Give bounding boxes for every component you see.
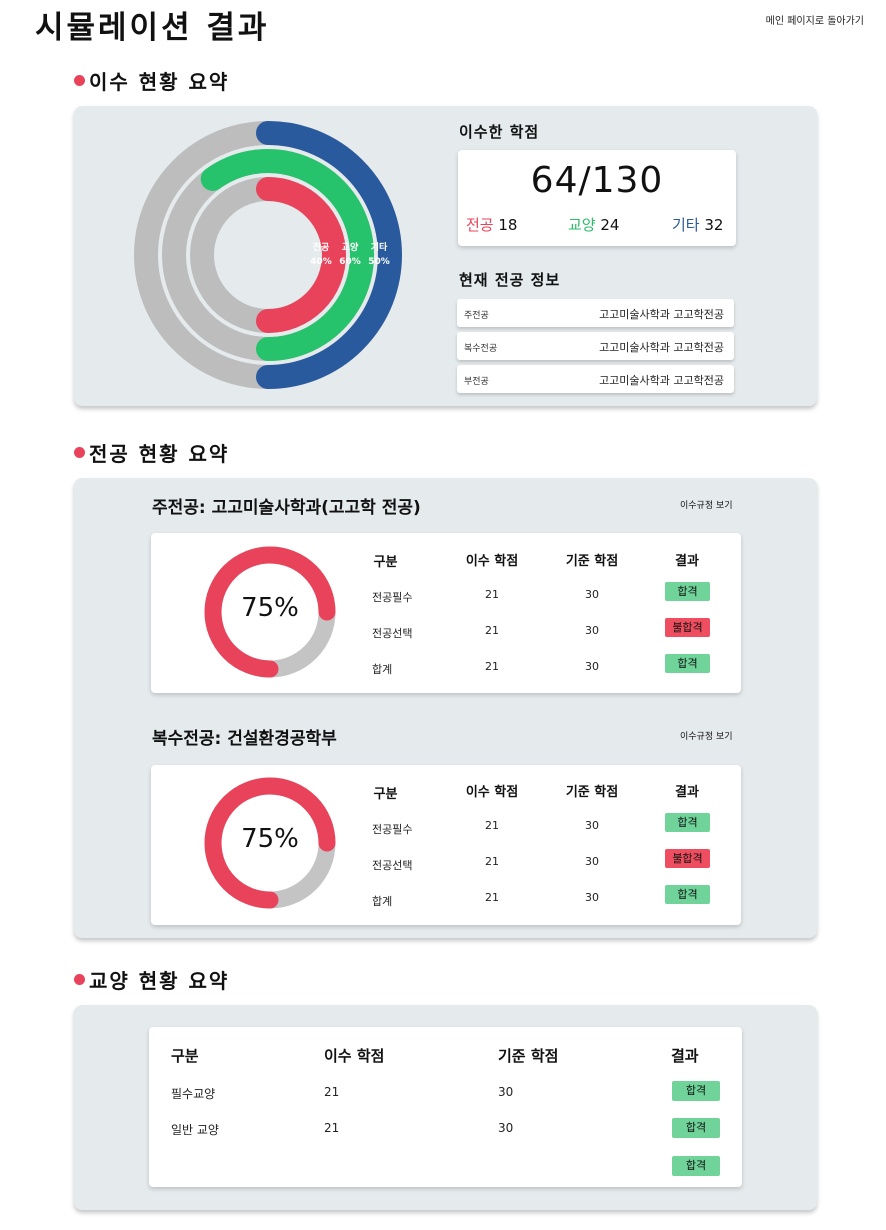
summary-section-title: 이수 현황 요약 [74, 66, 229, 95]
result-badge-pass: 합격 [665, 654, 710, 673]
col-header-earned: 이수 학점 [465, 554, 519, 569]
primary-major-progress-ring [204, 546, 336, 678]
major-info-key: 복수전공 [464, 344, 498, 354]
row-required: 30 [585, 855, 599, 868]
ge-row-required: 30 [498, 1085, 514, 1099]
bullet-dot-icon [74, 974, 85, 985]
ring-label-major-pct: 40% [310, 257, 332, 267]
ring-arc-major [256, 177, 346, 333]
double-major-rule-link[interactable]: 이수규정 보기 [680, 732, 733, 742]
general-section-title: 교양 현황 요약 [74, 965, 229, 994]
col-header-required: 기준 학점 [565, 785, 619, 800]
double-major-progress-ring [204, 777, 336, 909]
result-badge-fail: 불합격 [665, 849, 710, 868]
row-earned: 21 [485, 819, 499, 832]
row-earned: 21 [485, 855, 499, 868]
row-category: 전공선택 [372, 627, 413, 640]
credits-general: 교양 24 [568, 216, 620, 234]
ring-label-general-pct: 60% [339, 257, 361, 267]
ge-row-category: 일반 교양 [171, 1123, 219, 1137]
credits-title: 이수한 학점 [459, 123, 540, 141]
ge-col-header-earned: 이수 학점 [324, 1047, 385, 1065]
back-to-main-link[interactable]: 메인 페이지로 돌아가기 [765, 16, 864, 27]
ring-label-other-pct: 50% [368, 257, 390, 267]
row-required: 30 [585, 588, 599, 601]
ge-col-header-result: 결과 [671, 1047, 699, 1065]
col-header-result: 결과 [675, 554, 699, 569]
primary-major-name: 주전공: 고고미술사학과(고고학 전공) [152, 498, 421, 518]
major-info-value: 고고미술사학과 고고학전공 [599, 341, 724, 354]
row-earned: 21 [485, 660, 499, 673]
primary-major-percent: 75% [241, 593, 299, 623]
ge-row-earned: 21 [324, 1121, 340, 1135]
row-required: 30 [585, 660, 599, 673]
credits-major: 전공 18 [466, 216, 518, 234]
row-earned: 21 [485, 624, 499, 637]
general-card [149, 1027, 742, 1187]
result-badge-pass: 합격 [665, 582, 710, 601]
result-badge-pass: 합격 [665, 885, 710, 904]
credits-other: 기타 32 [672, 216, 724, 234]
ring-arc-other [256, 121, 402, 389]
ring-label-other-name: 기타 [371, 241, 388, 253]
ring-center-hole [216, 203, 320, 307]
col-header-category: 구분 [373, 555, 398, 570]
double-major-name: 복수전공: 건설환경공학부 [152, 729, 337, 749]
progress-ring-arc [204, 546, 336, 678]
ge-col-header-required: 기준 학점 [498, 1047, 559, 1065]
progress-ring-arc [204, 777, 336, 909]
major-section-title: 전공 현황 요약 [74, 438, 229, 467]
bullet-dot-icon [74, 75, 85, 86]
major-info-row: 복수전공 고고미술사학과 고고학전공 [457, 332, 734, 360]
ge-result-badge-pass: 합격 [672, 1118, 720, 1138]
credits-total: 64/130 [530, 160, 664, 201]
major-info-value: 고고미술사학과 고고학전공 [599, 308, 724, 321]
major-info-value: 고고미술사학과 고고학전공 [599, 374, 724, 387]
major-info-row: 주전공 고고미술사학과 고고학전공 [457, 299, 734, 327]
ge-row-category: 필수교양 [171, 1087, 216, 1101]
credit-ring-chart: 전공 40% 교양 60% 기타 50% [134, 121, 402, 389]
row-category: 전공선택 [372, 859, 413, 872]
row-category: 전공필수 [372, 823, 413, 836]
major-info-row: 부전공 고고미술사학과 고고학전공 [457, 365, 734, 393]
result-badge-pass: 합격 [665, 813, 710, 832]
ring-gap-1 [158, 145, 378, 365]
major-info-key: 주전공 [464, 311, 489, 321]
ge-row-required: 30 [498, 1121, 514, 1135]
major-info-title: 현재 전공 정보 [459, 271, 561, 289]
major-info-key: 부전공 [464, 377, 489, 387]
col-header-result: 결과 [675, 785, 699, 800]
ge-result-badge-pass: 합격 [672, 1156, 720, 1176]
row-category: 합계 [372, 663, 393, 676]
col-header-required: 기준 학점 [565, 554, 619, 569]
primary-major-rule-link[interactable]: 이수규정 보기 [680, 501, 733, 511]
ge-col-header-category: 구분 [171, 1047, 199, 1065]
ring-arc-general [200, 149, 374, 361]
ge-row-earned: 21 [324, 1085, 340, 1099]
row-required: 30 [585, 624, 599, 637]
double-major-percent: 75% [241, 824, 299, 854]
col-header-earned: 이수 학점 [465, 785, 519, 800]
ring-label-general-name: 교양 [342, 241, 359, 253]
credits-card: 64/130 전공 18 교양 24 기타 32 [458, 150, 736, 246]
row-earned: 21 [485, 891, 499, 904]
ring-label-major-name: 전공 [313, 241, 330, 253]
row-category: 전공필수 [372, 591, 413, 604]
bullet-dot-icon [74, 447, 85, 458]
row-required: 30 [585, 819, 599, 832]
ge-result-badge-pass: 합격 [672, 1081, 720, 1101]
row-earned: 21 [485, 588, 499, 601]
result-badge-fail: 불합격 [665, 618, 710, 637]
row-category: 합계 [372, 895, 393, 908]
row-required: 30 [585, 891, 599, 904]
page-title: 시뮬레이션 결과 [35, 10, 270, 46]
col-header-category: 구분 [373, 787, 398, 802]
ring-gap-2 [186, 173, 350, 337]
